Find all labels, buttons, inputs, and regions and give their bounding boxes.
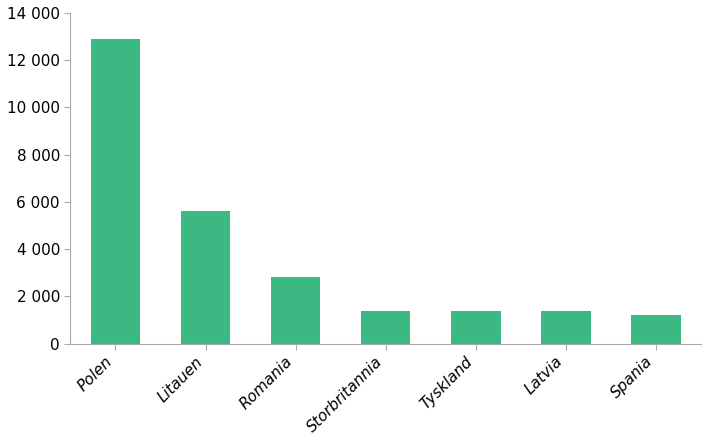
Bar <box>632 315 681 343</box>
Bar <box>271 278 321 343</box>
Bar <box>91 39 140 343</box>
Bar <box>451 311 501 343</box>
Bar <box>541 311 590 343</box>
Bar <box>361 311 411 343</box>
Bar <box>181 211 230 343</box>
